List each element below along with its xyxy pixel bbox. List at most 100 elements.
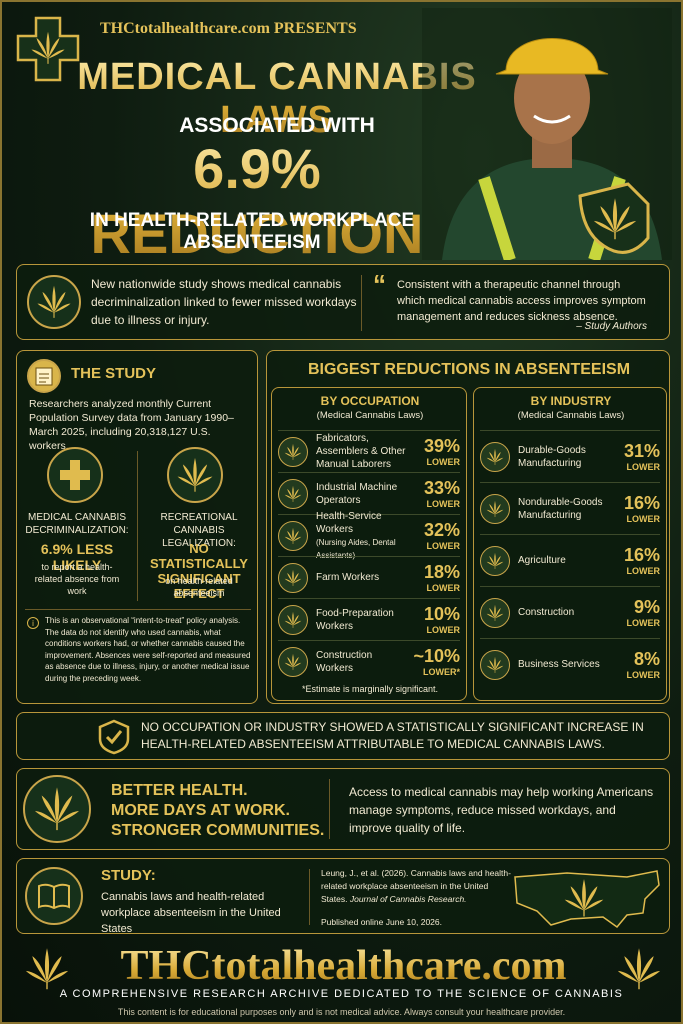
divider — [361, 275, 362, 331]
label: Construction Workers — [316, 649, 373, 674]
row-label: Construction — [518, 606, 610, 619]
icon — [486, 448, 504, 465]
icon — [284, 443, 302, 460]
citation-label: STUDY: — [101, 867, 156, 884]
study-box: THE STUDY Researchers analyzed monthly C… — [16, 350, 258, 704]
row-icon — [480, 649, 510, 680]
recreational-result: NO STATISTICALLY SIGNIFICANT EFFECT — [150, 541, 248, 601]
clipboard — [35, 367, 53, 386]
icon — [486, 500, 504, 517]
row-label: Food-Preparation Workers — [316, 607, 410, 633]
row-value: ~10% LOWER* — [410, 646, 460, 677]
value: 33% — [423, 478, 460, 498]
slogan-line: MORE DAYS AT WORK. — [111, 802, 290, 819]
icon — [284, 611, 302, 628]
value-unit: LOWER — [426, 583, 461, 593]
quote-mark: “ — [373, 269, 386, 299]
divider — [137, 451, 138, 601]
label: Business Services — [518, 659, 600, 670]
leaf-icon — [167, 447, 223, 503]
row-value: 8% LOWER — [610, 649, 661, 680]
row-value: 16% LOWER — [610, 493, 660, 524]
clipboard-icon — [27, 359, 61, 393]
leaf — [177, 457, 213, 492]
row: Food-Preparation Workers 10% LOWER — [278, 598, 460, 640]
headline-tail: IN HEALTH-RELATED WORKPLACE ABSENTEEISM — [89, 210, 415, 253]
recreational-label: RECREATIONAL CANNABIS LEGALIZATION: — [160, 512, 238, 549]
value: 32% — [423, 520, 460, 540]
panel-title: BY OCCUPATION — [320, 394, 420, 408]
row-label: Health-Service Workers (Nursing Aides, De… — [316, 510, 410, 562]
reductions-title: BIGGEST REDUCTIONS IN ABSENTEEISM — [307, 361, 631, 378]
slogan-line: BETTER HEALTH. — [111, 782, 248, 799]
panel-subtitle: (Medical Cannabis Laws) — [517, 410, 625, 421]
value-unit: LOWER — [426, 625, 461, 635]
worker-illustration — [422, 8, 672, 260]
row-value: 39% LOWER — [410, 436, 460, 467]
value: 8% — [633, 649, 660, 669]
headline: 6.9% REDUCTION — [22, 136, 492, 266]
row: Agriculture 16% LOWER — [480, 534, 660, 586]
row-icon — [480, 597, 510, 628]
row-icon — [278, 478, 308, 509]
row-icon — [278, 604, 308, 635]
value-unit: LOWER — [626, 618, 661, 628]
divider — [329, 779, 330, 839]
icon — [284, 653, 302, 670]
row-label: Farm Workers — [316, 571, 410, 584]
subtitle: ASSOCIATED WITH — [179, 114, 375, 137]
value-unit: LOWER — [426, 499, 461, 509]
value-unit: LOWER — [626, 670, 661, 680]
label: Durable-Goods Manufacturing — [518, 444, 586, 469]
value-unit: LOWER* — [423, 667, 460, 677]
citation-title: Cannabis laws and health-related workpla… — [101, 891, 281, 935]
site-name: THCtotalhealthcare.com — [62, 942, 625, 990]
study-note: This is an observational “intent-to-trea… — [45, 616, 251, 683]
info-icon: i — [27, 617, 39, 629]
row: Construction Workers ~10% LOWER* — [278, 640, 460, 682]
industry-panel: BY INDUSTRY (Medical Cannabis Laws) Dura… — [473, 387, 667, 701]
leaf-icon — [27, 275, 81, 329]
banner: NO OCCUPATION OR INDUSTRY SHOWED A STATI… — [16, 712, 670, 760]
logo-cross — [16, 16, 80, 82]
row-value: 9% LOWER — [610, 597, 661, 628]
quote: Consistent with a therapeutic channel th… — [397, 279, 646, 323]
leaf-icon — [23, 775, 91, 843]
occupation-panel: BY OCCUPATION (Medical Cannabis Laws) *E… — [271, 387, 467, 701]
footnote: *Estimate is marginally significant. — [301, 684, 439, 694]
icon — [486, 552, 504, 569]
intro-text: New nationwide study shows medical canna… — [91, 277, 357, 327]
row: Durable-Goods Manufacturing 31% LOWER — [480, 430, 660, 482]
intro-box: New nationwide study shows medical canna… — [16, 264, 670, 340]
value-unit: LOWER — [626, 566, 661, 576]
benefits-text: Access to medical cannabis may help work… — [349, 785, 654, 835]
row-icon — [278, 436, 308, 467]
cross — [60, 460, 90, 490]
icon — [284, 569, 302, 586]
icon — [486, 656, 504, 673]
presenter: THCtotalhealthcare.com PRESENTS — [100, 20, 357, 37]
benefits-box: BETTER HEALTH. MORE DAYS AT WORK. STRONG… — [16, 768, 670, 850]
label: Industrial Machine Operators — [316, 481, 398, 506]
row-label: Nondurable-Goods Manufacturing — [518, 496, 610, 522]
panel-subtitle: (Medical Cannabis Laws) — [316, 410, 424, 421]
row: Health-Service Workers (Nursing Aides, De… — [278, 511, 460, 560]
value: 16% — [623, 545, 660, 565]
row-value: 18% LOWER — [410, 562, 460, 593]
tagline: A COMPREHENSIVE RESEARCH ARCHIVE DEDICAT… — [59, 988, 624, 1000]
label: Health-Service Workers — [316, 510, 382, 535]
book — [38, 883, 70, 909]
recreational-detail: on health-related absenteeism — [165, 576, 233, 598]
book-icon — [25, 867, 83, 925]
row-icon — [278, 646, 308, 677]
row: Farm Workers 18% LOWER — [278, 556, 460, 598]
published: Published online June 10, 2026. — [321, 917, 442, 927]
slogan: BETTER HEALTH. MORE DAYS AT WORK. STRONG… — [111, 781, 324, 841]
check-shield — [98, 719, 130, 755]
value-unit: LOWER — [626, 514, 661, 524]
study-title: THE STUDY — [71, 365, 157, 382]
row-label: Industrial Machine Operators — [316, 481, 410, 507]
disclaimer: This content is for educational purposes… — [117, 1007, 566, 1017]
medical-result: 6.9% LESS LIKELY — [40, 541, 114, 573]
divider — [25, 609, 251, 610]
